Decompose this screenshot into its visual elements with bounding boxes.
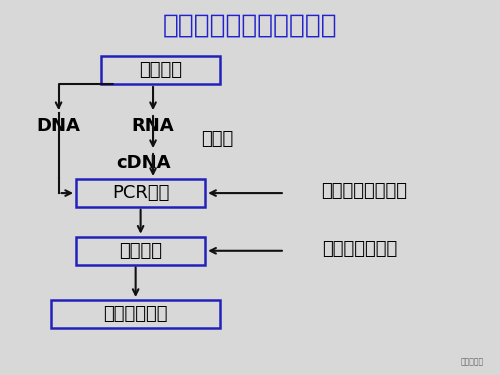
FancyBboxPatch shape <box>76 237 206 265</box>
Text: DNA: DNA <box>36 117 80 135</box>
Text: 杂交信号检测: 杂交信号检测 <box>104 305 168 323</box>
Text: 基因诊断的基本技术流程: 基因诊断的基本技术流程 <box>162 13 338 39</box>
Text: 制备和标记探针: 制备和标记探针 <box>322 240 397 258</box>
Text: 分子杂交: 分子杂交 <box>119 242 162 260</box>
Text: RNA: RNA <box>132 117 174 135</box>
FancyBboxPatch shape <box>76 179 206 207</box>
Text: cDNA: cDNA <box>116 154 170 172</box>
Text: 反转录: 反转录 <box>202 130 234 148</box>
Text: 样品抽提: 样品抽提 <box>139 61 182 79</box>
Text: 合成寡核苷酸引物: 合成寡核苷酸引物 <box>322 182 408 200</box>
FancyBboxPatch shape <box>51 300 220 328</box>
FancyBboxPatch shape <box>101 56 220 84</box>
Text: 智联下载站: 智联下载站 <box>460 357 483 366</box>
Text: PCR扩增: PCR扩增 <box>112 184 170 202</box>
